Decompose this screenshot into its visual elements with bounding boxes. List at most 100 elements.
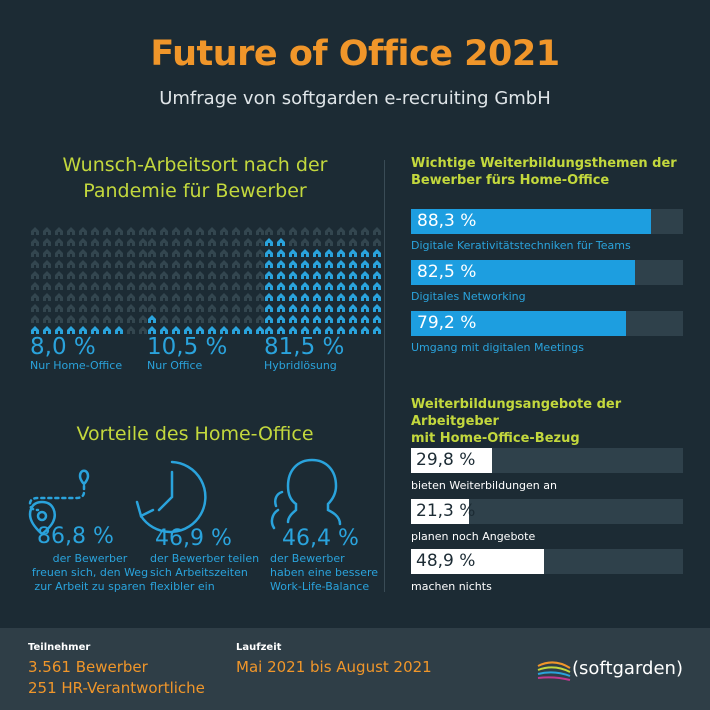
house-icon <box>255 254 265 268</box>
house-icon <box>243 265 253 279</box>
topic-bar-networking-value: 82,5 % <box>417 262 477 282</box>
house-icon <box>66 287 76 301</box>
house-icon <box>78 276 88 290</box>
house-icon-highlighted <box>276 232 286 246</box>
house-icon-highlighted <box>312 309 322 323</box>
house-icon <box>159 298 169 312</box>
house-icon-highlighted <box>360 265 370 279</box>
house-icon-highlighted <box>288 254 298 268</box>
house-icon <box>219 287 229 301</box>
topic-bar-creativity: 88,3 % <box>411 209 683 234</box>
house-icon <box>255 243 265 257</box>
house-icon <box>243 254 253 268</box>
house-icon-highlighted <box>300 320 310 334</box>
offer-bar-nothing-value: 48,9 % <box>416 551 476 571</box>
house-icon <box>90 232 100 246</box>
house-icon <box>231 276 241 290</box>
house-icon <box>231 221 241 235</box>
topic-bar-creativity-value: 88,3 % <box>417 211 477 231</box>
house-icon-grid-hybrid <box>264 221 382 334</box>
employer-offers-heading-line1: Weiterbildungsangebote der Arbeitgeber <box>411 397 622 429</box>
house-icon <box>219 276 229 290</box>
house-icon <box>243 287 253 301</box>
house-icon-highlighted <box>336 309 346 323</box>
house-icon-highlighted <box>372 276 382 290</box>
house-icon <box>231 243 241 257</box>
house-icon-highlighted <box>360 243 370 257</box>
training-topics-heading-line2: Bewerber fürs Home-Office <box>411 173 610 188</box>
house-icon <box>219 298 229 312</box>
house-icon <box>147 265 157 279</box>
house-icon-highlighted <box>360 254 370 268</box>
topic-bar-networking: 82,5 % <box>411 260 683 285</box>
house-icon <box>231 298 241 312</box>
advantage-balance-line2: haben eine bessere <box>270 566 379 579</box>
house-icon-highlighted <box>243 320 253 334</box>
house-icon <box>54 287 64 301</box>
house-icon <box>147 254 157 268</box>
house-icon <box>30 309 40 323</box>
offer-bar-nothing: 48,9 % <box>411 549 683 574</box>
house-icon-highlighted <box>348 320 358 334</box>
house-icon-highlighted <box>264 320 274 334</box>
house-icon <box>183 254 193 268</box>
house-icon <box>90 287 100 301</box>
house-icon <box>90 276 100 290</box>
house-icon-highlighted <box>312 265 322 279</box>
house-icon <box>207 287 217 301</box>
house-icon-highlighted <box>30 320 40 334</box>
house-icon-highlighted <box>336 254 346 268</box>
page-title: Future of Office 2021 <box>150 34 560 74</box>
workplace-home-office-pct: 8,0 % <box>30 334 96 360</box>
house-icon <box>171 232 181 246</box>
house-icon-highlighted <box>219 320 229 334</box>
house-icon-highlighted <box>276 298 286 312</box>
house-icon <box>102 265 112 279</box>
house-icon-highlighted <box>348 287 358 301</box>
house-icon <box>171 298 181 312</box>
house-icon <box>231 232 241 246</box>
house-icon <box>324 221 334 235</box>
house-icon-highlighted <box>171 320 181 334</box>
house-icon <box>171 221 181 235</box>
house-icon <box>171 254 181 268</box>
house-icon-highlighted <box>336 320 346 334</box>
house-icon-highlighted <box>312 276 322 290</box>
house-icon-highlighted <box>300 243 310 257</box>
workplace-hybrid-pct: 81,5 % <box>264 334 345 360</box>
house-icon <box>171 287 181 301</box>
house-icon <box>195 254 205 268</box>
house-icon <box>195 265 205 279</box>
house-icon <box>159 265 169 279</box>
house-icon <box>195 276 205 290</box>
house-icon <box>114 276 124 290</box>
house-icon-highlighted <box>264 254 274 268</box>
workplace-heading-line1: Wunsch-Arbeitsort nach der <box>62 154 328 176</box>
house-icon <box>336 221 346 235</box>
footer-period-value: Mai 2021 bis August 2021 <box>236 658 432 676</box>
house-icon <box>243 276 253 290</box>
house-icon <box>183 287 193 301</box>
house-icon <box>288 221 298 235</box>
house-icon-highlighted <box>312 254 322 268</box>
workplace-office-pct: 10,5 % <box>147 334 228 360</box>
house-icon <box>54 309 64 323</box>
house-icon-highlighted <box>312 320 322 334</box>
page-subtitle: Umfrage von softgarden e-recruiting GmbH <box>159 88 551 109</box>
house-icon <box>147 276 157 290</box>
house-icon <box>30 221 40 235</box>
house-icon-highlighted <box>300 287 310 301</box>
house-icon <box>126 320 136 334</box>
house-icon <box>255 298 265 312</box>
house-icon <box>126 287 136 301</box>
house-icon <box>78 254 88 268</box>
house-icon-highlighted <box>276 265 286 279</box>
house-icon <box>219 221 229 235</box>
house-icon <box>114 298 124 312</box>
house-icon-highlighted <box>312 287 322 301</box>
house-icon <box>207 276 217 290</box>
house-icon-highlighted <box>264 265 274 279</box>
house-icon <box>78 243 88 257</box>
training-topics-heading-line1: Wichtige Weiterbildungsthemen der <box>411 156 677 171</box>
house-icon-highlighted <box>264 232 274 246</box>
